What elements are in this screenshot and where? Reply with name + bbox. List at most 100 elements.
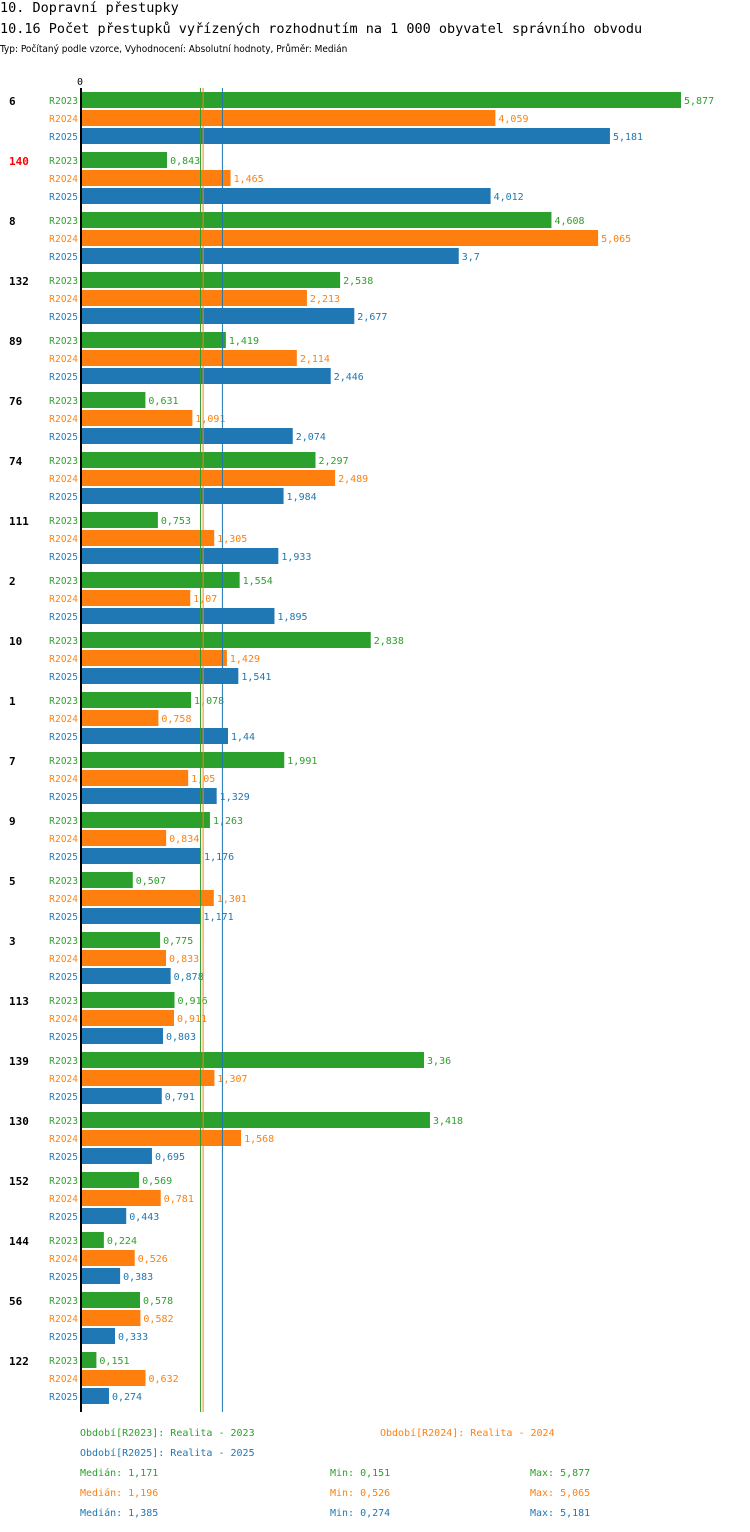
bar-r2025 [81, 1268, 121, 1284]
bar-r2025 [81, 1208, 127, 1224]
value-label-r2023: 0,631 [148, 396, 178, 407]
bar-r2025 [81, 248, 459, 264]
value-label-r2025: 0,791 [165, 1092, 195, 1103]
value-label-r2025: 1,933 [281, 552, 311, 563]
bar-r2025 [81, 128, 610, 144]
series-label-r2023: R2023 [49, 276, 78, 287]
category-label: 3 [9, 935, 16, 948]
bar-r2025 [81, 848, 202, 864]
value-label-r2024: 1,305 [217, 534, 247, 545]
bar-r2024 [81, 890, 214, 906]
value-label-r2025: 1,541 [241, 672, 271, 683]
bar-r2024 [81, 110, 496, 126]
series-label-r2023: R2023 [49, 96, 78, 107]
category-label: 152 [9, 1175, 29, 1188]
series-label-r2025: R2025 [49, 1092, 78, 1103]
series-label-r2025: R2025 [49, 252, 78, 263]
value-label-r2024: 0,834 [169, 834, 199, 845]
series-label-r2024: R2024 [49, 954, 78, 965]
legend-period-r2023: Období[R2023]: Realita - 2023 [80, 1428, 255, 1439]
bar-r2025 [81, 608, 275, 624]
bar-r2025 [81, 908, 201, 924]
value-label-r2024: 1,568 [244, 1134, 274, 1145]
legend-period-r2025: Období[R2025]: Realita - 2025 [80, 1448, 255, 1459]
bar-r2024 [81, 1010, 175, 1026]
value-label-r2025: 1,176 [204, 852, 234, 863]
series-label-r2024: R2024 [49, 894, 78, 905]
value-label-r2025: 0,274 [112, 1392, 142, 1403]
bar-r2023 [81, 1352, 97, 1368]
series-label-r2024: R2024 [49, 714, 78, 725]
bar-r2025 [81, 788, 217, 804]
value-label-r2025: 0,333 [118, 1332, 148, 1343]
value-label-r2023: 1,991 [287, 756, 317, 767]
bar-r2023 [81, 932, 161, 948]
category-label: 6 [9, 95, 16, 108]
series-label-r2025: R2025 [49, 192, 78, 203]
value-label-r2023: 1,263 [213, 816, 243, 827]
min-r2024: Min: 0,526 [330, 1488, 391, 1499]
bar-r2024 [81, 950, 167, 966]
series-label-r2023: R2023 [49, 936, 78, 947]
series-label-r2024: R2024 [49, 294, 78, 305]
category-label: 74 [9, 455, 23, 468]
value-label-r2023: 0,843 [170, 156, 200, 167]
bar-chart: 0 6 R2023 5,877 R2024 4,059 R2025 5,181 140 R2023… [9, 77, 714, 1412]
bar-r2025 [81, 488, 284, 504]
bar-r2024 [81, 1370, 146, 1386]
series-label-r2024: R2024 [49, 1074, 78, 1085]
series-label-r2025: R2025 [49, 372, 78, 383]
category-label: 140 [9, 155, 29, 168]
value-label-r2025: 1,984 [287, 492, 317, 503]
bar-r2024 [81, 410, 193, 426]
value-label-r2025: 2,074 [296, 432, 326, 443]
max-r2025: Max: 5,181 [530, 1508, 591, 1519]
series-label-r2024: R2024 [49, 1194, 78, 1205]
bar-r2024 [81, 770, 189, 786]
bar-r2024 [81, 1130, 242, 1146]
value-label-r2025: 5,181 [613, 132, 643, 143]
bar-r2023 [81, 92, 681, 108]
value-label-r2025: 2,446 [334, 372, 364, 383]
value-label-r2023: 0,916 [178, 996, 208, 1007]
series-label-r2024: R2024 [49, 414, 78, 425]
series-label-r2025: R2025 [49, 1392, 78, 1403]
series-label-r2023: R2023 [49, 1296, 78, 1307]
value-label-r2023: 0,775 [163, 936, 193, 947]
series-label-r2024: R2024 [49, 834, 78, 845]
value-label-r2024: 1,301 [217, 894, 247, 905]
value-label-r2024: 1,307 [217, 1074, 247, 1085]
value-label-r2024: 2,213 [310, 294, 340, 305]
series-label-r2023: R2023 [49, 1356, 78, 1367]
series-label-r2025: R2025 [49, 1032, 78, 1043]
series-label-r2025: R2025 [49, 732, 78, 743]
value-label-r2023: 5,877 [684, 96, 714, 107]
series-label-r2025: R2025 [49, 792, 78, 803]
bar-r2023 [81, 1112, 430, 1128]
bar-r2024 [81, 1070, 215, 1086]
bar-r2023 [81, 572, 240, 588]
bar-r2023 [81, 1292, 141, 1308]
value-label-r2025: 1,44 [231, 732, 255, 743]
bar-r2023 [81, 1172, 140, 1188]
category-label: 113 [9, 995, 29, 1008]
category-label: 56 [9, 1295, 23, 1308]
series-label-r2025: R2025 [49, 1212, 78, 1223]
bar-r2023 [81, 692, 192, 708]
series-label-r2025: R2025 [49, 972, 78, 983]
bar-r2025 [81, 1088, 162, 1104]
value-label-r2024: 0,911 [177, 1014, 207, 1025]
series-label-r2024: R2024 [49, 474, 78, 485]
series-label-r2023: R2023 [49, 156, 78, 167]
value-label-r2023: 0,569 [142, 1176, 172, 1187]
series-label-r2024: R2024 [49, 174, 78, 185]
chart-meta: Typ: Počítaný podle vzorce, Vyhodnocení:… [0, 44, 348, 55]
series-label-r2024: R2024 [49, 594, 78, 605]
value-label-r2025: 0,443 [129, 1212, 159, 1223]
series-label-r2023: R2023 [49, 1176, 78, 1187]
value-label-r2023: 1,554 [243, 576, 273, 587]
series-label-r2024: R2024 [49, 1374, 78, 1385]
value-label-r2023: 1,078 [194, 696, 224, 707]
bar-r2023 [81, 512, 158, 528]
category-label: 8 [9, 215, 16, 228]
